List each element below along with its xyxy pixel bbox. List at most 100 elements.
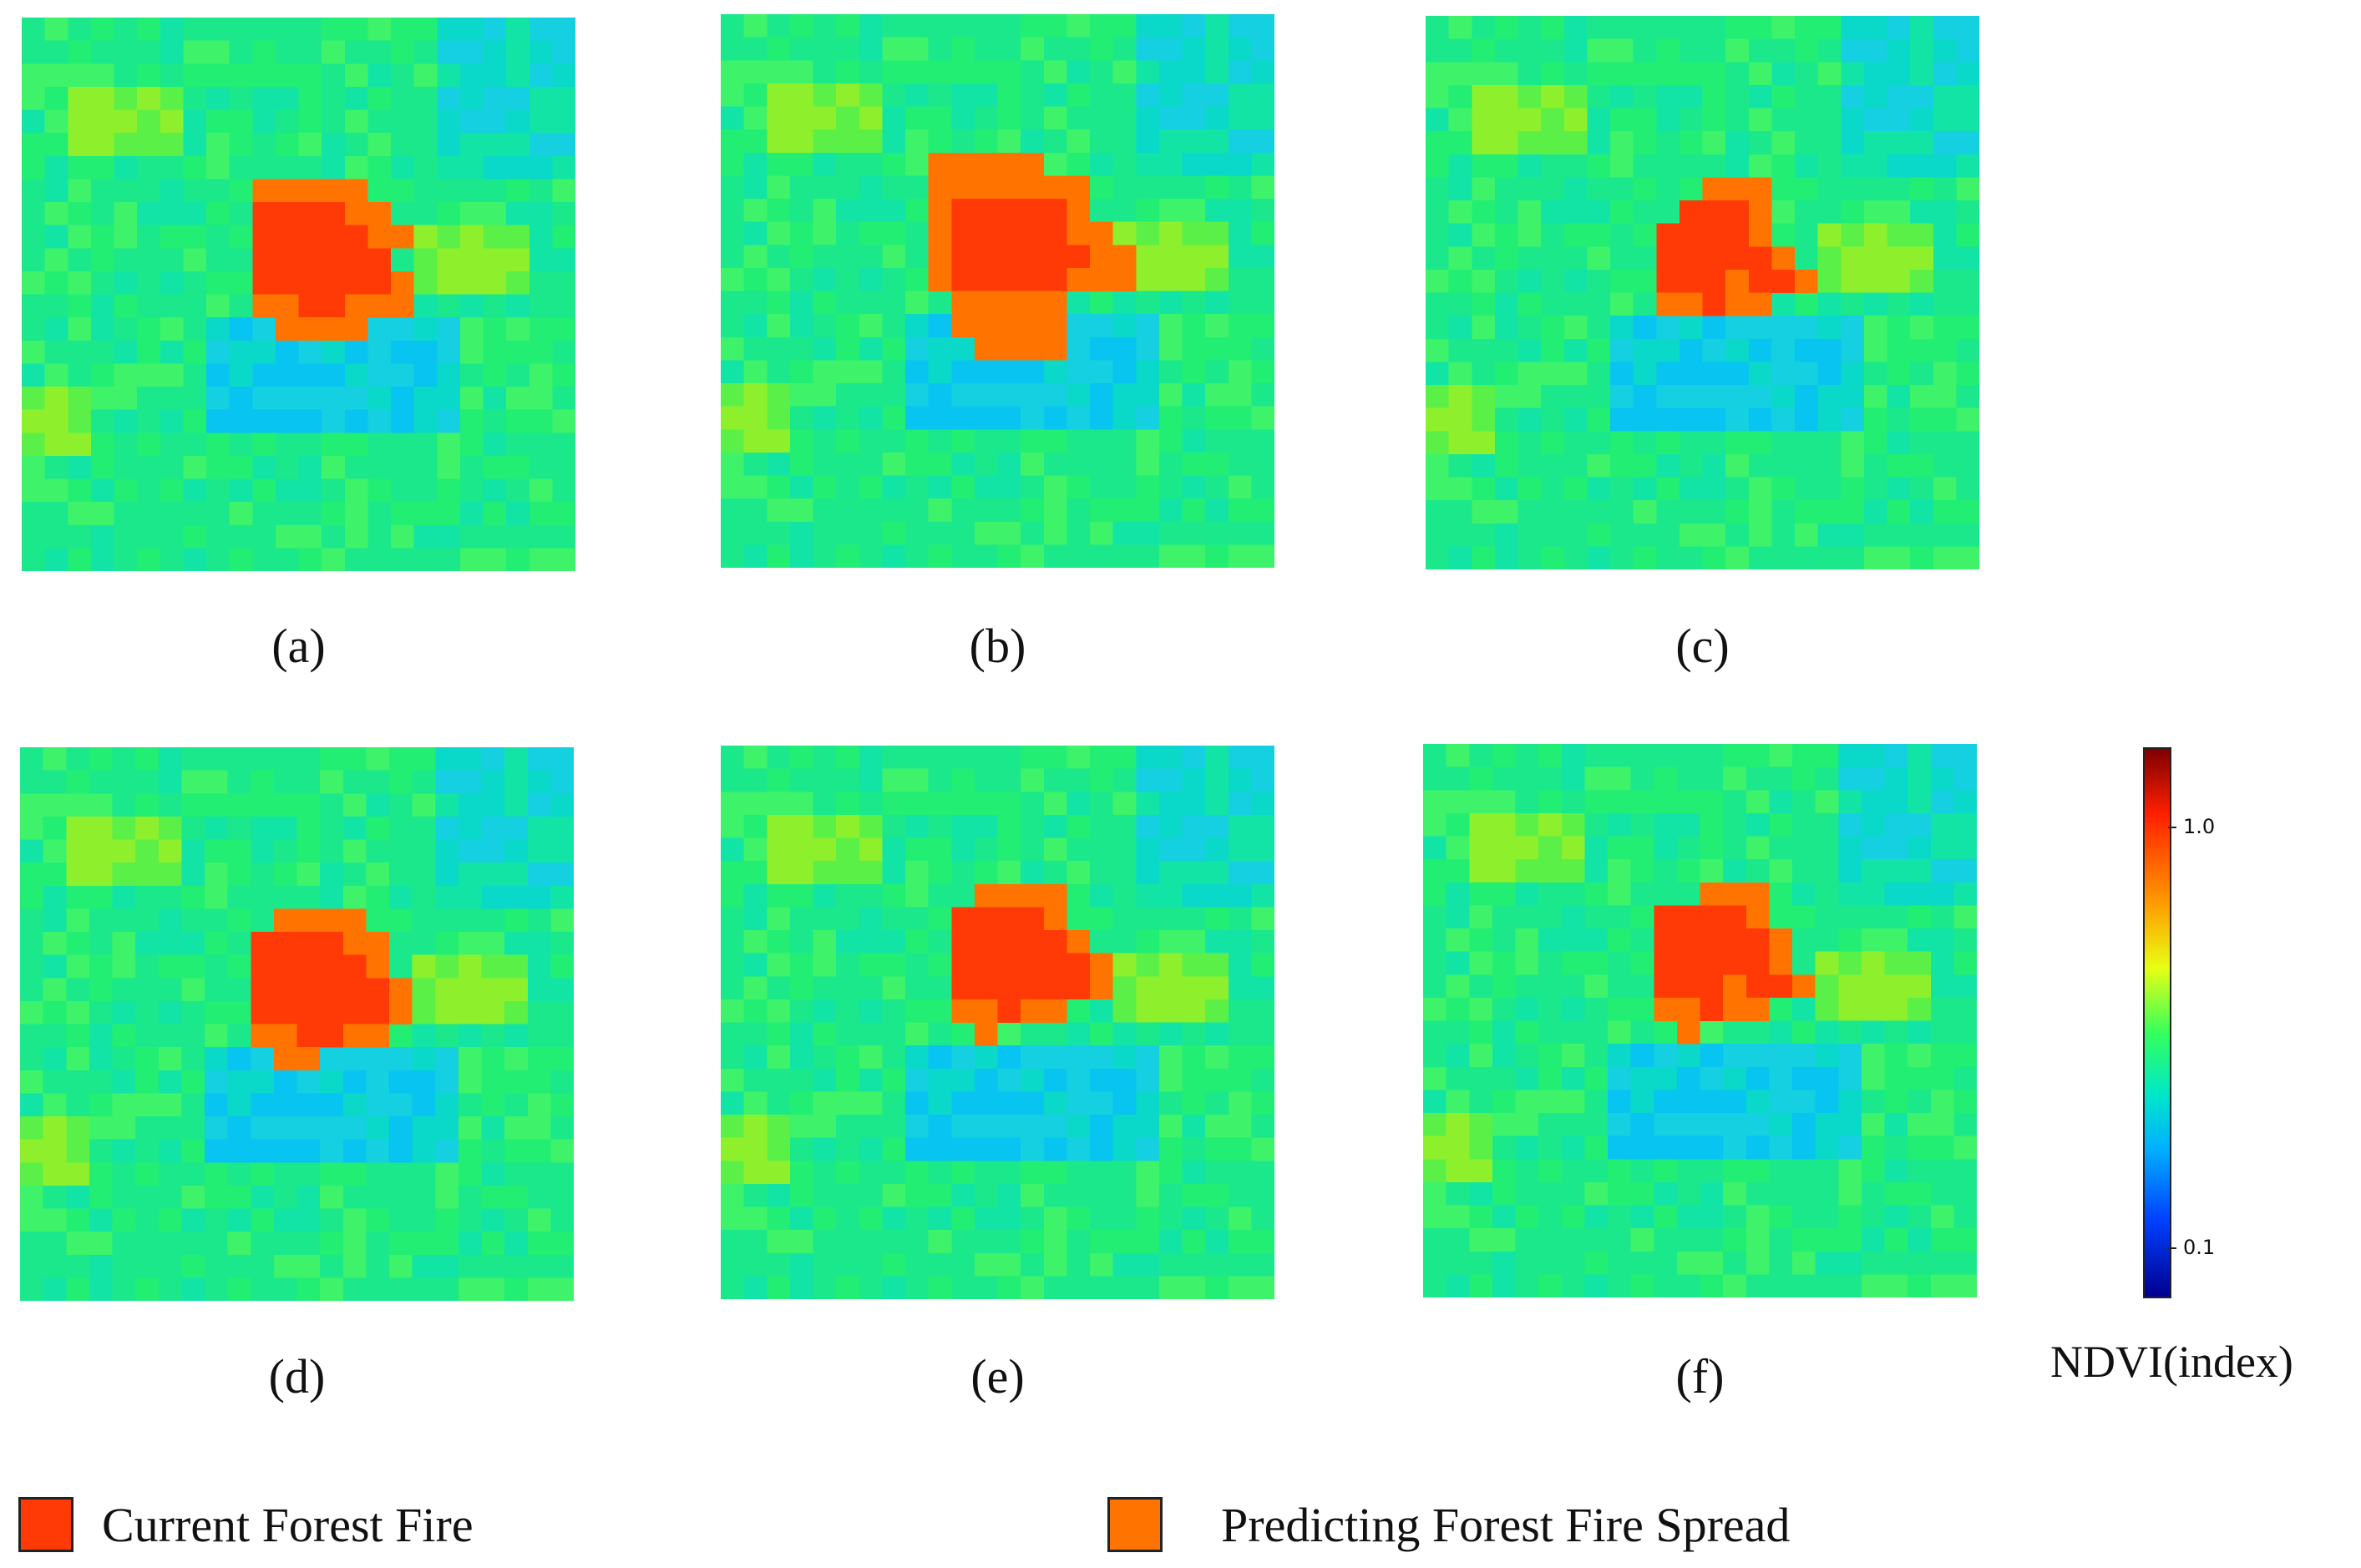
ndvi-cell — [66, 908, 90, 933]
ndvi-cell — [743, 1230, 768, 1254]
ndvi-cell — [905, 37, 930, 61]
ndvi-cell — [1228, 1137, 1252, 1161]
panel-b-caption: (b) — [969, 619, 1026, 673]
ndvi-cell — [1884, 882, 1908, 906]
ndvi-cell — [205, 1139, 229, 1163]
ndvi-cell — [320, 793, 344, 817]
ndvi-cell — [859, 1091, 883, 1115]
ndvi-cell — [1841, 269, 1865, 294]
ndvi-cell — [1021, 383, 1045, 407]
ndvi-cell — [1494, 316, 1519, 340]
ndvi-cell — [905, 475, 930, 499]
ndvi-cell — [974, 837, 999, 862]
ndvi-cell — [1494, 246, 1519, 271]
ndvi-cell — [1771, 385, 1796, 409]
ndvi-cell — [1136, 1022, 1160, 1046]
ndvi-cell — [413, 40, 438, 64]
ndvi-cell — [767, 999, 791, 1024]
ndvi-cell — [437, 18, 461, 42]
ndvi-cell — [1158, 861, 1183, 885]
ndvi-cell — [205, 839, 229, 863]
ndvi-cell — [1228, 953, 1252, 977]
ndvi-cell — [1561, 928, 1585, 953]
ndvi-cell — [44, 548, 68, 571]
ndvi-cell — [1228, 498, 1252, 523]
ndvi-cell — [205, 1208, 229, 1232]
ndvi-cell — [997, 1230, 1021, 1254]
ndvi-cell — [251, 816, 275, 841]
ndvi-cell — [1584, 836, 1609, 860]
ndvi-cell — [227, 932, 251, 956]
ndvi-cell — [789, 768, 814, 792]
ndvi-cell — [1841, 523, 1865, 547]
ndvi-cell — [1112, 1206, 1137, 1231]
current-fire-cell — [298, 294, 345, 318]
ndvi-cell — [1910, 223, 1934, 247]
ndvi-cell — [1205, 907, 1229, 931]
ndvi-cell — [1517, 546, 1542, 569]
ndvi-cell — [905, 152, 930, 176]
ndvi-cell — [1423, 744, 1447, 768]
ndvi-cell — [160, 455, 184, 480]
ndvi-cell — [1494, 269, 1519, 294]
ndvi-cell — [1205, 544, 1229, 568]
ndvi-cell — [435, 1000, 459, 1025]
ndvi-cell — [813, 221, 837, 245]
ndvi-cell — [412, 1185, 436, 1210]
ndvi-cell — [183, 248, 207, 272]
ndvi-cell — [114, 63, 138, 88]
ndvi-cell — [344, 340, 368, 364]
ndvi-cell — [882, 1161, 906, 1185]
ndvi-cell — [951, 1252, 975, 1277]
ndvi-cell — [135, 1208, 160, 1232]
ndvi-cell — [1021, 837, 1045, 862]
ndvi-cell — [459, 387, 484, 411]
ndvi-cell — [1745, 790, 1770, 814]
ndvi-cell — [229, 387, 253, 411]
ndvi-cell — [974, 861, 999, 885]
ndvi-cell — [43, 908, 67, 933]
ndvi-cell — [1541, 223, 1565, 247]
ndvi-cell — [974, 1230, 999, 1254]
ndvi-cell — [20, 908, 44, 933]
ndvi-cell — [1182, 907, 1206, 931]
ndvi-cell — [1838, 997, 1862, 1022]
ndvi-cell — [1182, 768, 1206, 792]
ndvi-cell — [1182, 37, 1206, 61]
ndvi-cell — [813, 60, 837, 84]
ndvi-cell — [905, 883, 930, 908]
ndvi-cell — [437, 548, 461, 571]
ndvi-cell — [137, 478, 161, 503]
ndvi-cell — [22, 502, 46, 526]
ndvi-cell — [1953, 766, 1977, 791]
ndvi-cell — [1472, 407, 1496, 432]
ndvi-cell — [66, 1093, 90, 1117]
ndvi-cell — [135, 1162, 160, 1186]
ndvi-cell — [137, 524, 161, 549]
ndvi-cell — [951, 498, 975, 523]
ndvi-cell — [1723, 1181, 1747, 1206]
ndvi-cell — [160, 202, 184, 226]
ndvi-cell — [721, 452, 745, 477]
ndvi-cell — [1426, 338, 1450, 362]
ndvi-cell — [483, 478, 507, 503]
ndvi-cell — [366, 1254, 390, 1278]
ndvi-cell — [1933, 453, 1957, 478]
ndvi-cell — [905, 1161, 930, 1185]
ndvi-cell — [251, 1254, 275, 1278]
ndvi-cell — [296, 839, 321, 863]
ndvi-cell — [437, 524, 461, 549]
ndvi-cell — [1933, 385, 1957, 409]
ndvi-cell — [1656, 131, 1680, 155]
ndvi-cell — [1956, 385, 1979, 409]
ndvi-cell — [1700, 1113, 1724, 1137]
ndvi-cell — [1587, 131, 1611, 155]
ndvi-cell — [22, 478, 46, 503]
ndvi-cell — [1887, 131, 1911, 155]
ndvi-cell — [882, 1091, 906, 1115]
ndvi-cell — [483, 109, 507, 134]
ndvi-cell — [135, 978, 160, 1002]
ndvi-cell — [767, 1183, 791, 1208]
ndvi-cell — [1956, 108, 1979, 132]
ndvi-cell — [552, 317, 575, 341]
